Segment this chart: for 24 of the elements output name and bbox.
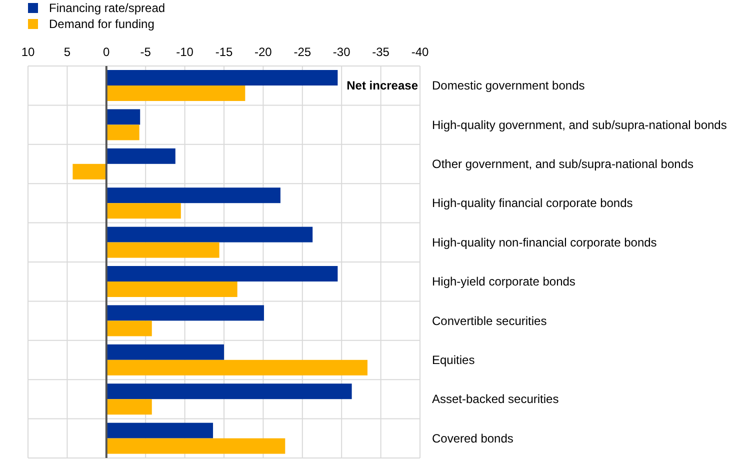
y-tick-label: Covered bonds [432,431,514,446]
y-tick-label: Domestic government bonds [432,78,585,93]
y-tick-label: Asset-backed securities [432,392,559,406]
legend-label: Financing rate/spread [49,1,166,15]
y-tick-label: High-quality government, and sub/supra-national bonds [432,118,727,132]
x-tick-label: -40 [411,45,429,59]
x-tick-label: -25 [294,45,312,59]
x-tick-label: 0 [103,45,110,59]
y-tick-label: Equities [432,353,475,367]
annotation: Net increase [346,78,418,93]
y-tick-label: High-quality non-financial corporate bonds [432,235,657,250]
y-tick-label: High-yield corporate bonds [432,274,576,289]
x-tick-label: 10 [21,45,35,59]
y-tick-label: Convertible securities [432,314,547,328]
y-tick-label: Other government, and sub/supra-national bonds [432,157,694,171]
x-tick-label: 5 [64,45,71,59]
y-tick-label: High-quality financial corporate bonds [432,196,633,210]
legend-label: Demand for funding [49,17,154,31]
x-tick-label: -30 [332,45,351,59]
x-tick-label: -5 [140,45,152,59]
x-tick-label: -35 [372,45,390,59]
x-tick-label: -10 [176,45,194,59]
x-tick-label: -20 [254,45,272,59]
x-tick-label: -15 [215,45,233,59]
